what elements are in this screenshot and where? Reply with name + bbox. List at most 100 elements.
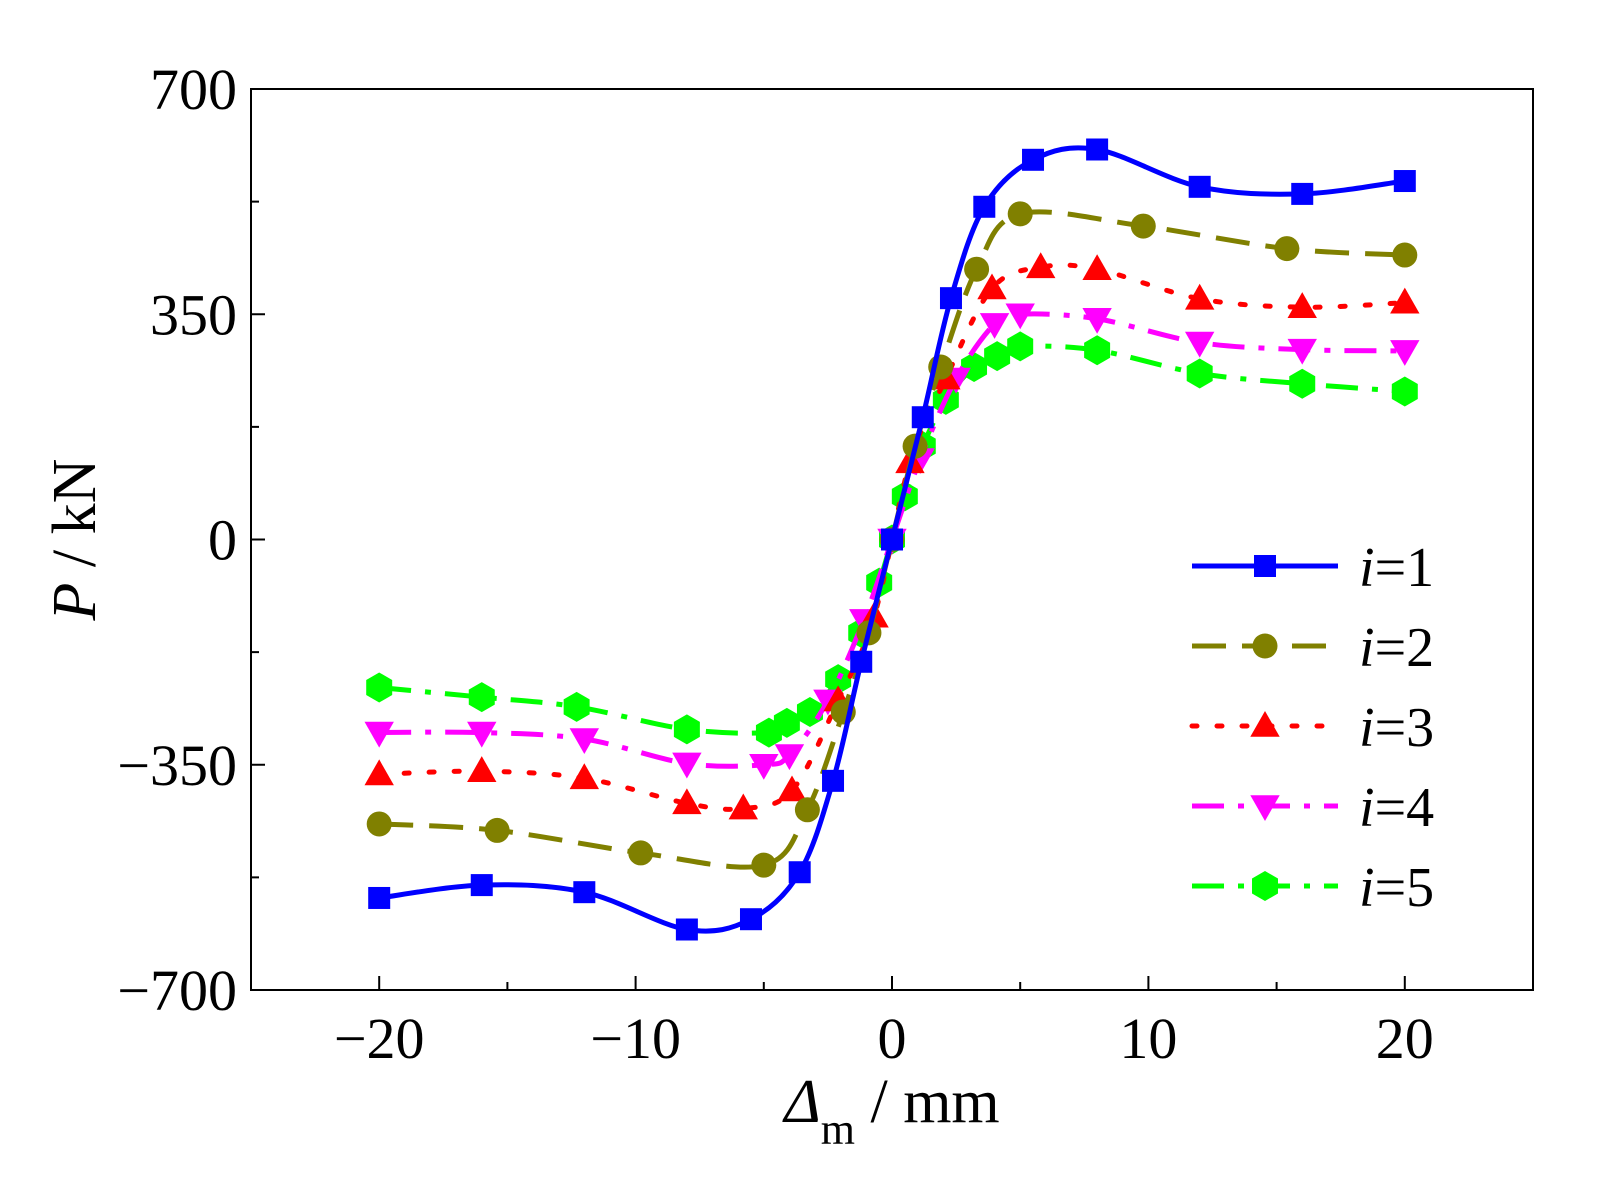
legend-label: i=3 [1359, 697, 1434, 759]
data-point [364, 721, 394, 748]
data-point [368, 886, 391, 909]
data-point [484, 817, 510, 843]
legend-label: i=5 [1359, 857, 1434, 919]
legend-marker [1252, 871, 1278, 901]
data-point [563, 691, 590, 722]
x-axis-subscript: m [821, 1105, 855, 1154]
data-point [1184, 283, 1215, 310]
data-point [777, 775, 807, 802]
y-tick-label: −350 [117, 733, 237, 798]
x-tick-label: −20 [334, 1006, 425, 1071]
data-point [1291, 182, 1314, 205]
data-point [1084, 335, 1111, 366]
data-point [881, 528, 903, 551]
legend-label: i=4 [1359, 777, 1434, 839]
legend-marker [1250, 795, 1280, 821]
data-point [796, 696, 823, 727]
data-point [979, 313, 1010, 339]
legend-item-i5: i=5 [1192, 857, 1434, 919]
data-point [573, 881, 596, 904]
data-point [973, 195, 996, 218]
data-point [467, 721, 497, 748]
data-point [788, 861, 811, 884]
data-point [1392, 242, 1418, 268]
y-axis-unit: / kN [41, 459, 109, 583]
x-tick-label: −10 [590, 1006, 681, 1071]
y-axis-symbol: P [41, 583, 109, 622]
data-point [1287, 292, 1317, 318]
legend-marker [1254, 555, 1276, 577]
series-i1 [368, 138, 1416, 941]
data-point [1007, 201, 1033, 227]
x-axis-symbol: Δ [781, 1068, 820, 1136]
data-point [468, 682, 495, 713]
data-point [850, 650, 873, 673]
y-axis-title: P / kN [41, 459, 109, 622]
legend-item-i1: i=1 [1192, 537, 1434, 599]
series-line [379, 311, 1405, 769]
legend-item-i4: i=4 [1192, 777, 1434, 839]
data-point [1082, 307, 1112, 334]
legend-var: i [1359, 697, 1375, 759]
legend-value: =5 [1375, 857, 1435, 919]
data-point [1086, 138, 1109, 161]
legend-marker [1252, 633, 1278, 659]
data-point [467, 756, 497, 782]
legend-marker [1250, 711, 1280, 737]
data-point [751, 852, 777, 878]
data-point [1026, 252, 1056, 279]
data-point [673, 714, 700, 745]
legend-value: =3 [1375, 697, 1435, 759]
legend-value: =2 [1375, 617, 1435, 679]
legend-value: =1 [1375, 537, 1435, 599]
data-point [672, 788, 702, 815]
legend-var: i [1359, 777, 1375, 839]
data-point [675, 918, 698, 941]
series-layer [364, 138, 1420, 941]
legend-value: =4 [1375, 777, 1435, 839]
x-axis-title: Δm / mm [781, 1068, 999, 1154]
data-point [1186, 358, 1213, 389]
data-point [1393, 170, 1416, 193]
data-point [1390, 287, 1420, 314]
data-point [773, 707, 800, 738]
data-point [1289, 368, 1316, 399]
data-point [569, 763, 600, 790]
data-point [964, 256, 990, 282]
data-point [1130, 213, 1156, 239]
data-point [628, 840, 654, 866]
y-tick-label: 700 [150, 57, 237, 122]
data-point [1005, 303, 1035, 330]
legend-var: i [1359, 857, 1375, 919]
y-tick-label: −700 [117, 958, 237, 1023]
data-point [1007, 331, 1034, 362]
data-point [364, 759, 394, 786]
legend: i=1i=2i=3i=4i=5 [1189, 537, 1434, 919]
legend-label: i=2 [1359, 617, 1434, 679]
data-point [1287, 338, 1317, 365]
x-tick-label: 0 [878, 1006, 907, 1071]
x-tick-label: 10 [1119, 1006, 1177, 1071]
y-tick-label: 350 [150, 282, 237, 347]
x-axis-unit: / mm [855, 1068, 1000, 1136]
data-point [977, 273, 1007, 300]
x-tick-label: 20 [1376, 1006, 1434, 1071]
data-point [1274, 236, 1300, 262]
ticks-layer: −20 −10 0 10 20 −700 −350 0 350 700 [117, 57, 1534, 1071]
data-point [774, 744, 805, 771]
data-point [794, 797, 820, 823]
data-point [984, 341, 1011, 372]
data-point [1184, 331, 1215, 358]
legend-var: i [1359, 537, 1375, 599]
legend-label: i=1 [1359, 537, 1434, 599]
data-point [825, 664, 852, 695]
legend-item-i3: i=3 [1189, 697, 1434, 759]
data-point [1391, 376, 1418, 407]
data-point [672, 752, 702, 779]
data-point [1022, 148, 1045, 171]
data-point [366, 811, 392, 837]
data-point [470, 874, 493, 897]
legend-item-i2: i=2 [1192, 617, 1434, 679]
